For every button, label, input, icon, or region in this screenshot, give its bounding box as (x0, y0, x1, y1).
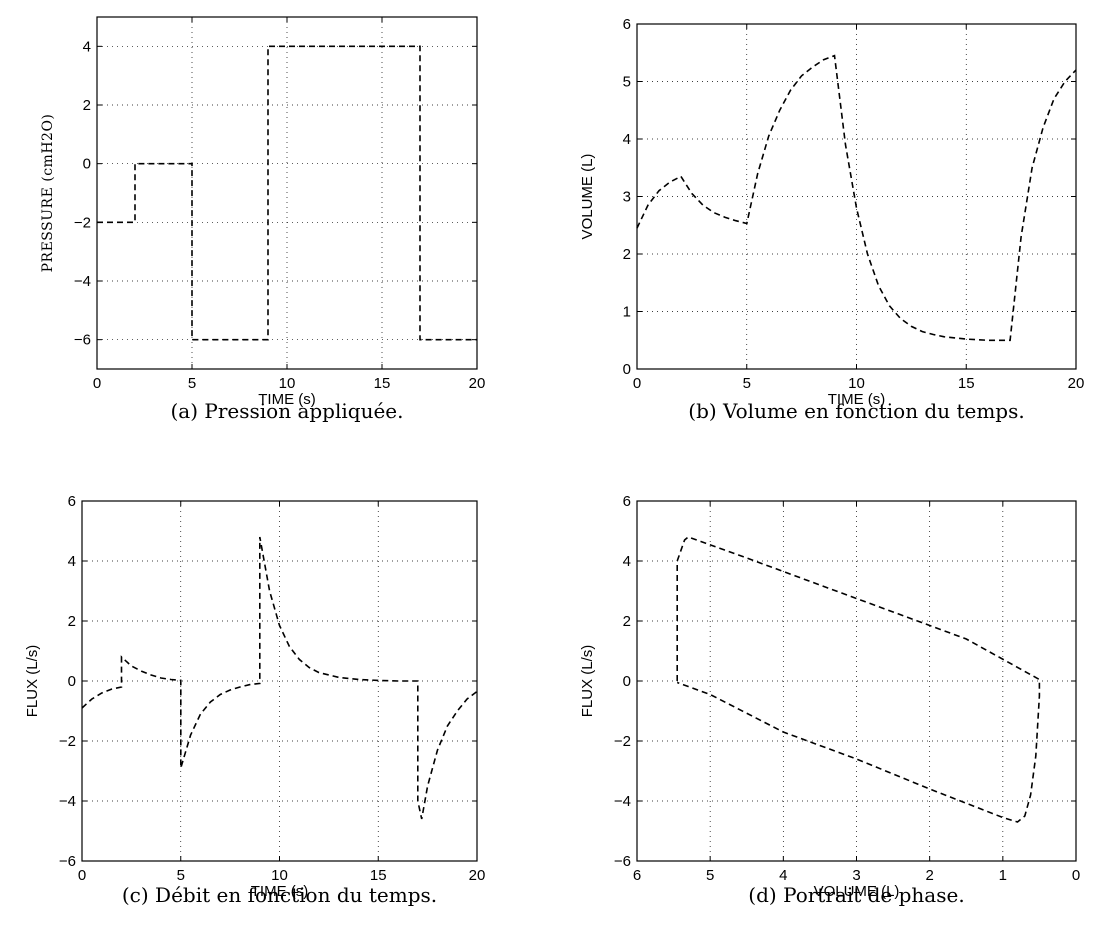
panel-caption: (b) Volume en fonction du temps. (688, 399, 1024, 423)
y-tick-label: 2 (623, 246, 631, 263)
y-tick-label: 0 (68, 673, 76, 690)
y-tick-label: −6 (614, 853, 631, 870)
x-tick-label: 0 (78, 867, 86, 884)
x-axis-label: TIME (s) (258, 391, 316, 408)
panel-b: 0 5 10 15 20 0 1 2 3 4 5 6 TIME (s) VOLUME (L) (b) Vol… (579, 16, 1084, 423)
x-tick-label: 20 (469, 867, 486, 884)
x-tick-label: 3 (852, 867, 860, 884)
y-tick-label: 0 (623, 673, 631, 690)
y-tick-label: 6 (68, 493, 76, 510)
x-tick-label: 1 (999, 867, 1007, 884)
y-axis-label: PRESSURE (cmH2O) (40, 114, 56, 273)
y-tick-label: 4 (623, 131, 631, 148)
y-tick-label: 0 (623, 361, 631, 378)
y-tick-label: 2 (83, 97, 91, 114)
y-tick-label: −4 (74, 273, 91, 290)
y-tick-label: 2 (623, 613, 631, 630)
y-tick-label: 1 (623, 304, 631, 321)
x-axis-label: VOLUME (L) (814, 883, 900, 900)
series-line (676, 536, 1041, 823)
panel-caption: (c) Débit en fonction du temps. (122, 883, 437, 907)
panel-caption: (d) Portrait de phase. (748, 883, 964, 907)
y-tick-label: −4 (614, 793, 631, 810)
y-axis-label: FLUX (L/s) (24, 645, 41, 718)
plot-frame (81, 500, 478, 862)
x-tick-label: 5 (177, 867, 185, 884)
y-tick-label: −4 (59, 793, 76, 810)
y-tick-label: 2 (68, 613, 76, 630)
x-tick-label: 10 (271, 867, 288, 884)
y-tick-label: 4 (68, 553, 76, 570)
x-tick-label: 6 (633, 867, 641, 884)
panel-c: 0 5 10 15 20 −6 −4 −2 0 2 4 6 TIME (s) FLUX (L/s) (c) … (24, 493, 485, 907)
x-tick-label: 5 (188, 375, 196, 392)
panel-d: 6 5 4 3 2 1 0 −6 −4 −2 0 2 4 6 VOLUME (L) FLUX (L/s) (d)… (579, 493, 1080, 907)
y-tick-label: 0 (83, 156, 91, 173)
y-tick-label: 3 (623, 189, 631, 206)
x-tick-label: 15 (374, 375, 391, 392)
series-line (97, 45, 477, 341)
x-tick-label: 0 (633, 375, 641, 392)
x-tick-label: 5 (743, 375, 751, 392)
y-tick-label: 4 (623, 553, 631, 570)
x-tick-label: 0 (93, 375, 101, 392)
x-tick-label: 5 (706, 867, 714, 884)
x-tick-label: 2 (925, 867, 933, 884)
x-tick-label: 20 (1068, 375, 1085, 392)
y-tick-label: −2 (74, 214, 91, 231)
y-tick-label: 4 (83, 38, 91, 55)
panel-a: 0 5 10 15 20 −6 −4 −2 0 2 4 TIME (s) PRESSURE (cmH2O… (40, 16, 486, 423)
y-tick-label: −2 (59, 733, 76, 750)
x-tick-label: 0 (1072, 867, 1080, 884)
x-tick-label: 15 (958, 375, 975, 392)
y-tick-label: −6 (74, 332, 91, 349)
y-tick-label: 6 (623, 493, 631, 510)
series-line (636, 54, 1077, 342)
plot-frame (96, 16, 478, 370)
x-axis-label: TIME (s) (251, 883, 309, 900)
y-tick-label: −6 (59, 853, 76, 870)
panel-caption: (a) Pression appliquée. (171, 399, 404, 423)
x-axis-label: TIME (s) (828, 391, 886, 408)
x-tick-label: 10 (848, 375, 865, 392)
plot-frame (636, 23, 1077, 370)
y-tick-label: 6 (623, 16, 631, 33)
series-line (81, 536, 478, 820)
plot-frame (636, 500, 1077, 862)
y-axis-label: VOLUME (L) (579, 154, 596, 240)
x-tick-label: 4 (779, 867, 787, 884)
y-tick-label: −2 (614, 733, 631, 750)
x-tick-label: 15 (370, 867, 387, 884)
x-tick-label: 20 (469, 375, 486, 392)
y-axis-label: FLUX (L/s) (579, 645, 596, 718)
x-tick-label: 10 (279, 375, 296, 392)
y-tick-label: 5 (623, 74, 631, 91)
